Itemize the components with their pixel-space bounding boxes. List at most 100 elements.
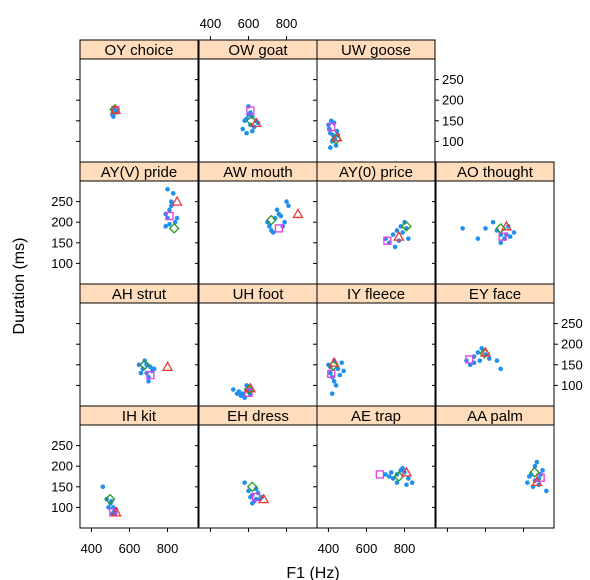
data-point: [544, 488, 549, 494]
data-point: [270, 230, 276, 235]
x-tick-label: 600: [356, 541, 378, 556]
data-point: [339, 360, 345, 366]
y-tick-label: 250: [51, 194, 73, 209]
data-point: [165, 186, 170, 192]
data-point: [278, 213, 284, 219]
panel-label: OY choice: [105, 42, 174, 59]
data-point: [333, 143, 339, 148]
panel-frame: [79, 180, 199, 285]
panel-frame: [316, 302, 436, 407]
data-point: [100, 484, 106, 490]
data-point: [394, 228, 400, 233]
data-point: [329, 391, 335, 396]
data-point: [151, 366, 157, 372]
mean-diamond-marker: [104, 493, 116, 505]
panel-frame: [198, 58, 318, 163]
x-tick-label: 600: [119, 541, 141, 556]
x-tick-label: 400: [81, 541, 103, 556]
mean-triangle-marker: [109, 103, 122, 114]
x-tick-label: 400: [200, 16, 222, 31]
data-point: [494, 358, 500, 363]
data-point: [282, 219, 287, 225]
mean-diamond-marker: [139, 359, 151, 371]
panel-label: OW goat: [228, 42, 288, 59]
data-point: [341, 368, 346, 374]
x-tick-label: 400: [318, 541, 340, 556]
mean-triangle-marker: [331, 131, 343, 142]
data-point: [169, 199, 174, 204]
data-point: [390, 232, 396, 237]
x-tick-label: 600: [238, 16, 260, 31]
data-point: [236, 389, 242, 394]
data-point: [486, 356, 492, 361]
mean-square-marker: [498, 232, 507, 241]
mean-square-marker: [375, 470, 384, 479]
y-tick-label: 100: [442, 134, 464, 149]
y-axis-label: Duration (ms): [11, 238, 28, 335]
mean-square-marker: [165, 211, 174, 221]
mean-triangle-marker: [531, 476, 543, 487]
x-tick-label: 800: [157, 541, 179, 556]
panel-label: AH strut: [112, 286, 167, 303]
data-point: [494, 228, 500, 233]
data-point: [230, 387, 236, 392]
data-point: [249, 500, 255, 506]
mean-triangle-marker: [400, 466, 413, 477]
data-point: [467, 362, 473, 368]
mean-diamond-marker: [529, 466, 541, 478]
mean-triangle-marker: [328, 356, 340, 367]
data-point: [387, 474, 392, 479]
panel-label: UH foot: [233, 286, 285, 303]
data-point: [475, 236, 481, 241]
data-point: [240, 126, 246, 132]
y-tick-label: 100: [51, 500, 73, 515]
data-point: [398, 224, 404, 229]
mean-triangle-marker: [479, 346, 492, 357]
data-point: [483, 226, 488, 231]
data-point: [404, 482, 409, 488]
x-tick-label: 800: [276, 16, 298, 31]
mean-triangle-marker: [110, 506, 122, 517]
data-point: [333, 383, 339, 388]
data-point: [479, 346, 484, 351]
y-tick-label: 100: [561, 378, 583, 393]
data-point: [246, 488, 251, 494]
panel-frame: [435, 180, 555, 285]
mean-square-marker: [383, 236, 392, 245]
mean-square-marker: [244, 388, 253, 397]
data-point: [409, 480, 415, 485]
data-point: [540, 468, 545, 473]
mean-triangle-marker: [500, 220, 513, 231]
mean-square-marker: [246, 106, 255, 115]
y-tick-label: 150: [51, 479, 73, 494]
data-point: [146, 378, 151, 384]
data-point: [532, 463, 538, 469]
data-point: [388, 470, 394, 475]
data-point: [167, 207, 172, 213]
panel-frame: [316, 424, 436, 529]
y-tick-label: 250: [51, 438, 73, 453]
x-axis-label: F1 (Hz): [286, 565, 339, 580]
data-point: [167, 221, 172, 227]
panel-label: AE trap: [351, 408, 401, 425]
panel-frame: [435, 302, 555, 407]
mean-diamond-marker: [330, 133, 342, 145]
data-point: [526, 474, 532, 479]
panel-label: AY(0) price: [339, 164, 413, 181]
x-tick-label: 800: [394, 541, 416, 556]
data-point: [400, 465, 405, 471]
mean-square-marker: [251, 492, 261, 502]
panel-frame: [79, 302, 199, 407]
data-point: [163, 224, 168, 229]
mean-triangle-marker: [161, 361, 174, 372]
mean-square-marker: [327, 122, 336, 132]
mean-triangle-marker: [258, 493, 270, 504]
data-point: [136, 362, 142, 368]
data-point: [328, 145, 333, 150]
panel-frame: [79, 58, 199, 163]
y-tick-label: 150: [442, 113, 464, 128]
y-tick-label: 200: [442, 93, 464, 108]
mean-diamond-marker: [168, 222, 180, 234]
data-point: [286, 203, 291, 209]
